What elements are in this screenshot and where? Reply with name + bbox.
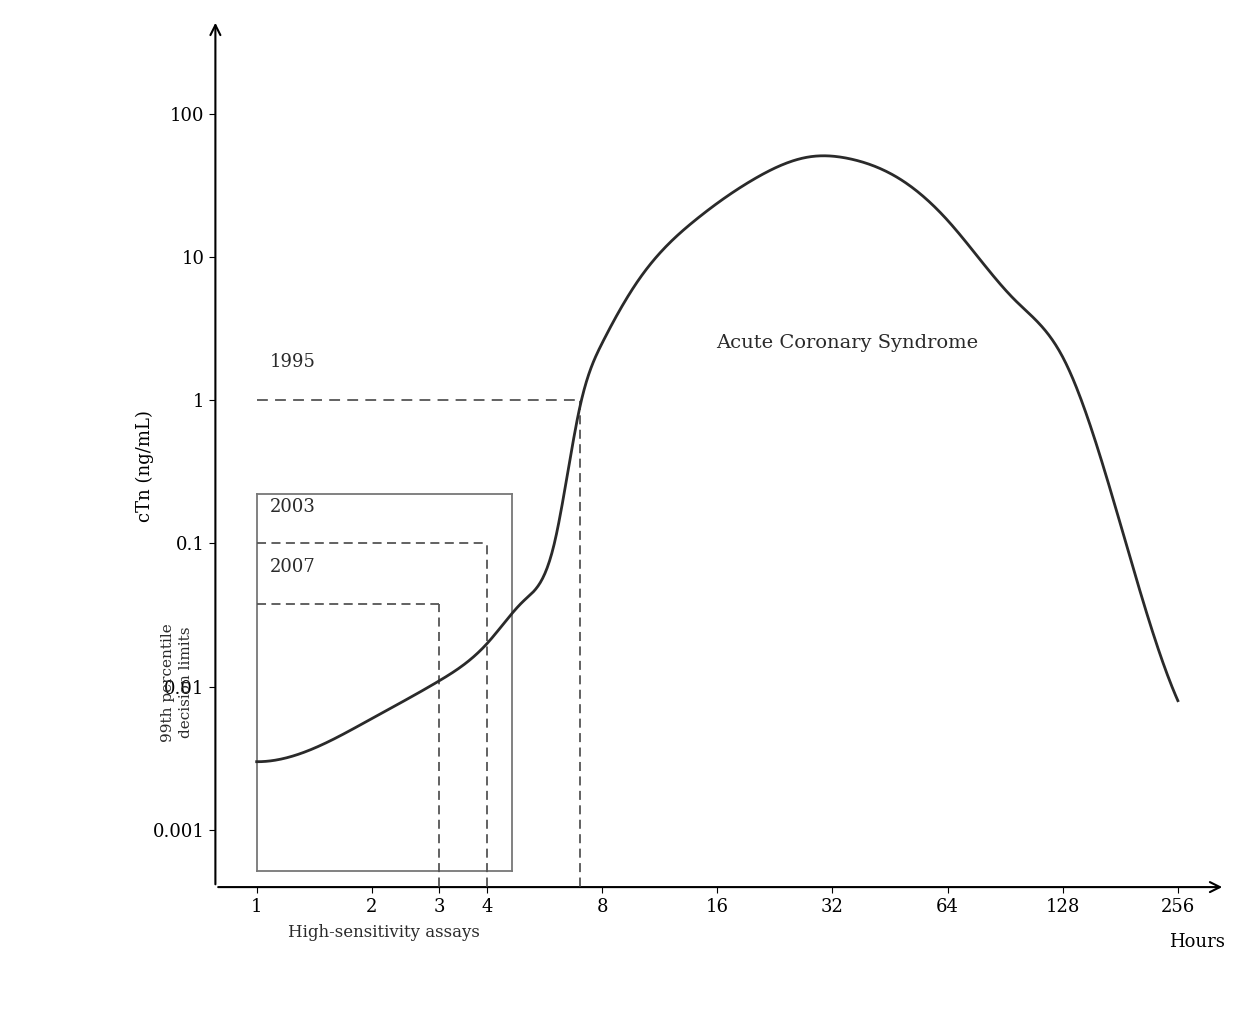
Text: 99th percentile
decision limits: 99th percentile decision limits <box>161 623 193 742</box>
Text: 2007: 2007 <box>269 559 315 576</box>
Text: Hours: Hours <box>1169 934 1225 951</box>
Text: High-sensitivity assays: High-sensitivity assays <box>288 925 480 941</box>
Text: 1995: 1995 <box>269 353 315 371</box>
Text: 2003: 2003 <box>269 498 315 517</box>
Text: Acute Coronary Syndrome: Acute Coronary Syndrome <box>717 334 978 353</box>
Text: cTn (ng/mL): cTn (ng/mL) <box>135 410 154 522</box>
